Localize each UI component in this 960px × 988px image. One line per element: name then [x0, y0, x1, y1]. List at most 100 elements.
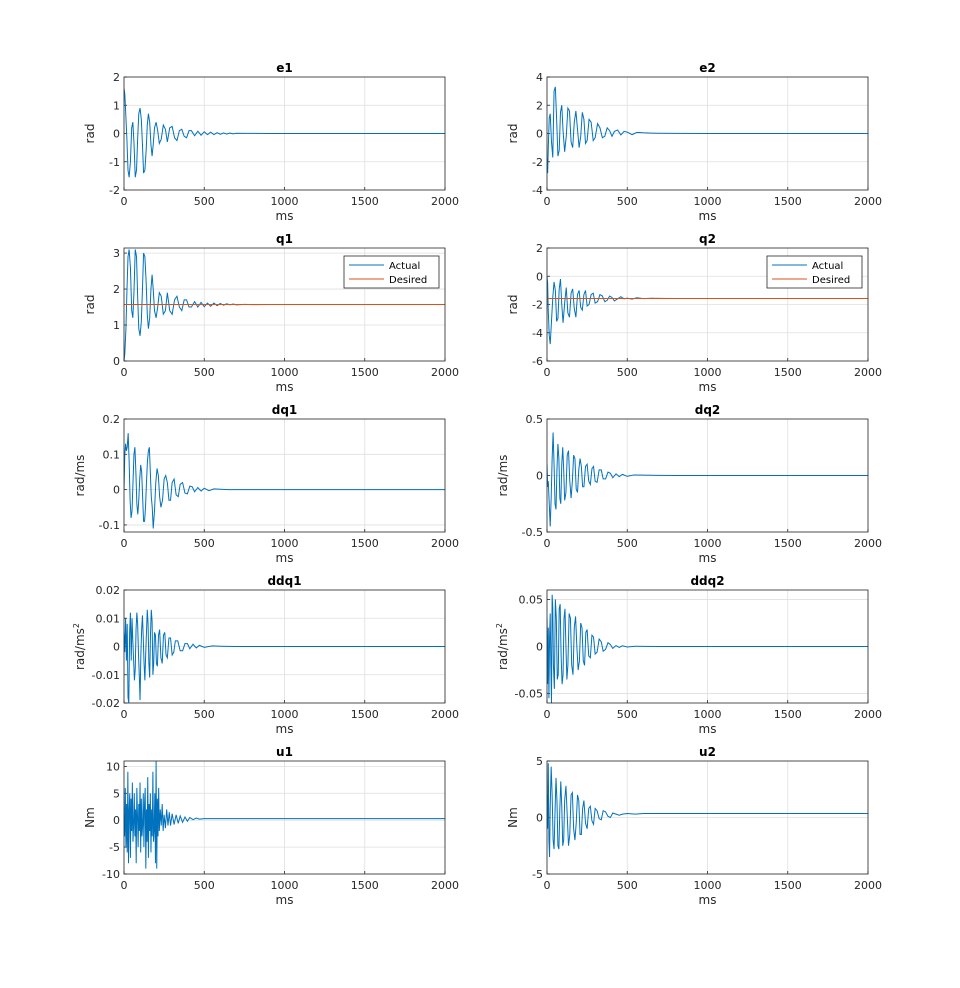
y-tick-label: 2: [536, 99, 543, 112]
y-tick-label: -4: [532, 327, 543, 340]
x-tick-label: 1000: [694, 366, 722, 379]
x-axis-label: ms: [276, 893, 294, 907]
axes-box: [546, 76, 869, 191]
x-tick-label: 2000: [854, 195, 882, 208]
x-axis-label: ms: [699, 209, 717, 223]
axes-box: [123, 76, 446, 191]
x-axis: 0 500 1000 1500 2000: [544, 761, 882, 892]
y-axis-label: Nm: [506, 807, 520, 828]
y-tick-label: 2: [113, 71, 120, 84]
x-tick-label: 1000: [694, 708, 722, 721]
axes-box: [546, 760, 869, 875]
y-tick-label: 0: [113, 641, 120, 654]
subplot-title: q1: [276, 232, 293, 246]
y-axis-label: rad/ms: [73, 455, 87, 497]
y-tick-label: 0.1: [103, 448, 121, 461]
x-tick-label: 500: [617, 366, 638, 379]
y-axis-label: rad: [83, 124, 97, 144]
x-tick-label: 1000: [271, 537, 299, 550]
y-tick-label: 2: [536, 242, 543, 255]
y-axis-label: rad/ms2: [72, 623, 87, 670]
y-tick-label: 0.05: [519, 593, 544, 606]
y-tick-label: 5: [536, 755, 543, 768]
x-tick-label: 1000: [694, 879, 722, 892]
y-axis-label: rad/ms: [496, 455, 510, 497]
x-tick-label: 1500: [774, 879, 802, 892]
x-tick-label: 2000: [854, 366, 882, 379]
y-tick-label: -0.02: [92, 697, 120, 710]
x-axis-label: ms: [699, 551, 717, 565]
subplot-q1: 0 500 1000 1500 2000 0 1 2 3 q1 ms rad Actual Desired: [83, 232, 459, 394]
subplot-title: e1: [276, 61, 293, 75]
x-tick-label: 0: [544, 366, 551, 379]
x-axis-label: ms: [699, 722, 717, 736]
y-tick-label: -2: [109, 184, 120, 197]
subplot-title: dq2: [695, 403, 721, 417]
y-axis-label: rad/ms2: [495, 623, 510, 670]
subplot-title: ddq1: [267, 574, 301, 588]
x-tick-label: 1000: [694, 195, 722, 208]
y-tick-label: 10: [106, 760, 120, 773]
y-tick-label: 0.2: [103, 413, 121, 426]
x-tick-label: 1000: [694, 537, 722, 550]
x-tick-label: 2000: [431, 537, 459, 550]
x-tick-label: 1500: [774, 195, 802, 208]
legend-box: [343, 255, 440, 289]
axes-box: [546, 247, 869, 362]
y-tick-label: 0: [113, 128, 120, 141]
y-tick-label: -4: [532, 184, 543, 197]
x-tick-label: 1000: [271, 879, 299, 892]
axes-box: [123, 589, 446, 704]
x-tick-label: 0: [121, 879, 128, 892]
x-tick-label: 1500: [351, 195, 379, 208]
y-axis-label: Nm: [83, 807, 97, 828]
x-tick-label: 2000: [854, 708, 882, 721]
x-tick-label: 0: [121, 537, 128, 550]
x-axis-label: ms: [699, 380, 717, 394]
x-axis-label: ms: [276, 722, 294, 736]
y-tick-label: 3: [113, 247, 120, 260]
y-tick-label: 5: [113, 787, 120, 800]
x-axis-label: ms: [276, 551, 294, 565]
y-tick-label: 1: [113, 319, 120, 332]
series-line-ddq1: [124, 609, 445, 703]
x-tick-label: 500: [194, 879, 215, 892]
subplot-e2: 0 500 1000 1500 2000 -4 -2 0 2 4 e2 ms rad: [506, 61, 882, 223]
x-axis-label: ms: [276, 209, 294, 223]
x-tick-label: 1500: [351, 708, 379, 721]
legend: Actual Desired: [766, 255, 863, 289]
x-tick-label: 0: [544, 537, 551, 550]
series-line-dq2: [547, 432, 868, 527]
series-line-e1: [124, 88, 445, 178]
y-tick-label: 0.5: [526, 413, 544, 426]
axes-box: [123, 760, 446, 875]
x-tick-label: 0: [121, 708, 128, 721]
y-tick-label: -2: [532, 156, 543, 169]
y-tick-label: -5: [109, 841, 120, 854]
axes-box: [123, 418, 446, 533]
y-tick-label: -0.5: [522, 526, 543, 539]
y-tick-label: 0: [113, 355, 120, 368]
y-axis-label: rad: [506, 124, 520, 144]
y-tick-label: -6: [532, 355, 543, 368]
legend-label: Actual: [812, 261, 843, 272]
axes-box: [546, 418, 869, 533]
x-tick-label: 1500: [774, 708, 802, 721]
subplot-q2: 0 500 1000 1500 2000 -6 -4 -2 0 2 q2 ms rad Actual Des…: [506, 232, 882, 394]
subplot-title: ddq2: [690, 574, 724, 588]
series-line-e2: [547, 86, 868, 174]
y-tick-label: 4: [536, 71, 543, 84]
y-tick-label: 0: [536, 270, 543, 283]
series-line-u1: [124, 761, 445, 869]
y-tick-label: 0: [536, 470, 543, 483]
series-line-dq1: [124, 433, 445, 529]
y-tick-label: -2: [532, 299, 543, 312]
y-axis-label: rad: [506, 295, 520, 315]
y-tick-label: 0: [113, 814, 120, 827]
y-tick-label: 0: [536, 641, 543, 654]
y-tick-label: 2: [113, 283, 120, 296]
series-line-ddq2: [547, 594, 868, 703]
